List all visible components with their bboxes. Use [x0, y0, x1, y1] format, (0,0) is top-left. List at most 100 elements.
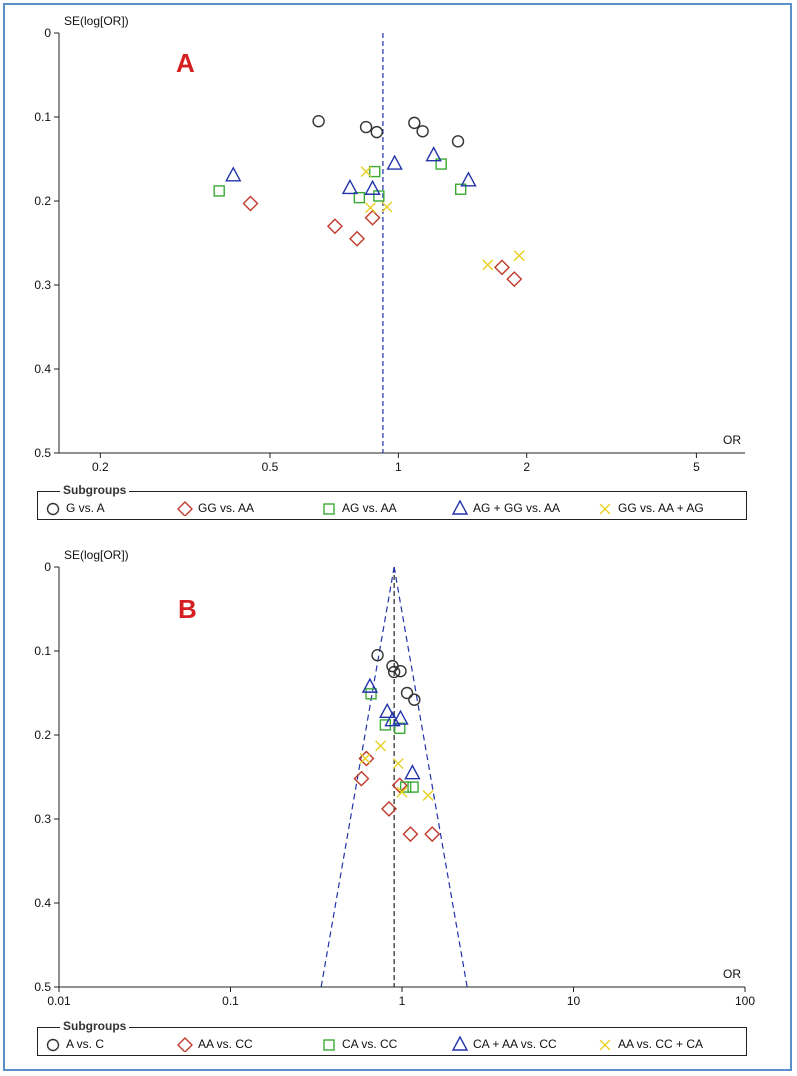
legend-label: AA vs. CC + CA: [618, 1037, 704, 1051]
diamond-icon: [177, 501, 193, 516]
point-ca-vs-cc: [399, 781, 412, 793]
series-gg-vs-aa: [242, 195, 523, 288]
x-tick-label: 1: [395, 460, 402, 474]
square-icon: [323, 503, 335, 515]
point-g-vs-a: [408, 116, 421, 130]
point-ca-aa-vs-cc: [392, 709, 409, 725]
point-ca-vs-cc: [365, 688, 377, 700]
x-tick-label: 0.2: [92, 460, 109, 474]
x-tick-label: 0.5: [262, 460, 279, 474]
legend-marker: [177, 1037, 193, 1052]
point-aa-vs-cc: [358, 750, 375, 767]
circle-icon: [46, 1038, 60, 1052]
point-ag-gg-vs-aa: [425, 146, 442, 162]
legend-marker: [599, 1039, 611, 1051]
legend-label: CA + AA vs. CC: [473, 1037, 557, 1051]
point-gg-vs-aa-ag: [360, 166, 372, 178]
point-a-vs-c: [400, 686, 414, 700]
legend-label: AG + GG vs. AA: [473, 501, 561, 515]
x-tick-label: 100: [735, 994, 755, 1008]
series-a-vs-c: [371, 649, 421, 706]
y-tick-label: 0.5: [34, 980, 51, 994]
y-axis-label: SE(log[OR]): [64, 14, 129, 28]
legend-marker: [46, 1038, 60, 1052]
point-gg-vs-aa-ag: [381, 201, 393, 213]
legend-title: Subgroups: [60, 1019, 130, 1033]
point-aa-vs-cc: [402, 826, 419, 843]
series-ag-gg-vs-aa: [225, 146, 477, 195]
point-ag-vs-aa: [353, 191, 366, 204]
point-a-vs-c: [387, 665, 401, 679]
series-ca-aa-vs-cc: [361, 677, 421, 780]
panel-label: A: [176, 48, 195, 78]
point-ag-gg-vs-aa: [460, 171, 477, 187]
funnel-right-limit: [393, 566, 468, 988]
legend-label: CA vs. CC: [342, 1037, 398, 1051]
legend-marker: [451, 500, 469, 515]
x-axis-label: OR: [723, 967, 741, 981]
point-gg-vs-aa-ag: [364, 202, 376, 214]
legend-marker: [323, 1039, 335, 1051]
y-tick-label: 0.2: [34, 728, 51, 742]
figure-frame: [3, 3, 792, 1071]
series-ag-vs-aa: [213, 158, 467, 204]
point-g-vs-a: [370, 125, 383, 139]
point-ag-vs-aa: [368, 165, 381, 178]
point-gg-vs-aa: [364, 209, 381, 226]
legend-item-ag-vs-aa: AG vs. AA: [320, 500, 397, 516]
legend-marker: [177, 501, 193, 516]
legend-item-gg-vs-aa: GG vs. AA: [176, 500, 254, 516]
legend-marker: [451, 1036, 469, 1051]
point-aa-vs-cc: [353, 770, 370, 787]
legend-label: A vs. C: [66, 1037, 105, 1051]
point-ca-aa-vs-cc: [379, 702, 396, 719]
point-ca-aa-vs-cc: [361, 677, 379, 693]
x-tick-label: 5: [693, 460, 700, 474]
point-gg-vs-aa: [242, 195, 259, 212]
y-tick-label: 0: [44, 26, 51, 40]
point-aa-vs-cc-ca: [359, 753, 371, 765]
legend-label: GG vs. AA: [198, 501, 255, 515]
point-gg-vs-aa-ag: [513, 250, 525, 262]
point-g-vs-a: [416, 125, 429, 138]
point-ag-vs-aa: [454, 183, 467, 195]
x-tick-label: 0.1: [222, 994, 239, 1008]
series-ca-vs-cc: [365, 688, 419, 793]
legend-label: AG vs. AA: [342, 501, 397, 515]
point-aa-vs-cc: [381, 800, 398, 817]
legend-item-a-vs-c: A vs. C: [44, 1036, 104, 1052]
legend-label: AA vs. CC: [198, 1037, 253, 1051]
y-axis-label: SE(log[OR]): [64, 548, 129, 562]
point-ag-vs-aa: [373, 190, 385, 202]
point-aa-vs-cc-ca: [375, 740, 387, 752]
y-tick-label: 0.3: [34, 278, 51, 292]
series-aa-vs-cc-ca: [359, 740, 434, 801]
legend-item-ag-gg-vs-aa: AG + GG vs. AA: [451, 500, 560, 516]
panel-a-legend: Subgroups G vs. A GG vs. AA AG vs. AA AG + …: [37, 483, 747, 520]
legend-label: GG vs. AA + AG: [618, 501, 704, 515]
legend-marker: [323, 503, 335, 515]
point-gg-vs-aa: [506, 271, 523, 288]
point-gg-vs-aa: [349, 230, 366, 247]
square-icon: [323, 1039, 335, 1051]
panel-a-plot: 0 0.1 0.2 0.3 0.4 0.5 0.2 0.5 1 2 5 SE(log[OR]) OR A: [34, 14, 745, 474]
panel-b-legend: Subgroups A vs. C AA vs. CC CA vs. CC CA + …: [37, 1019, 747, 1056]
point-aa-vs-cc: [391, 777, 408, 794]
legend-marker: [46, 502, 60, 516]
legend-item-ca-vs-cc: CA vs. CC: [320, 1036, 397, 1052]
legend-marker: [599, 503, 611, 515]
y-tick-label: 0.1: [34, 110, 51, 124]
cross-icon: [599, 503, 611, 515]
y-tick-label: 0.3: [34, 812, 51, 826]
legend-title: Subgroups: [60, 483, 130, 497]
x-axis-label: OR: [723, 433, 741, 447]
x-tick-label: 10: [567, 994, 581, 1008]
funnel-left-limit: [320, 566, 395, 988]
point-g-vs-a: [451, 135, 465, 148]
point-aa-vs-cc-ca: [396, 786, 408, 798]
legend-item-aa-vs-cc: AA vs. CC: [176, 1036, 253, 1052]
point-a-vs-c: [394, 664, 407, 678]
point-aa-vs-cc: [424, 826, 441, 843]
point-gg-vs-aa: [326, 218, 343, 235]
